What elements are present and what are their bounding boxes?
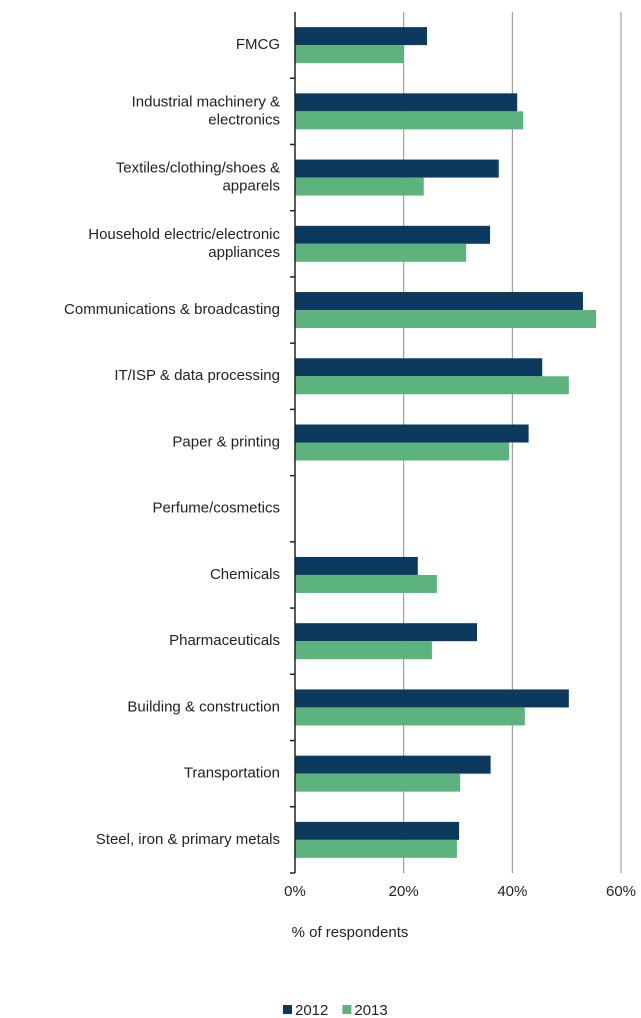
bar bbox=[295, 755, 491, 774]
bar bbox=[295, 93, 518, 112]
bar bbox=[295, 27, 428, 46]
bar bbox=[295, 839, 457, 858]
bar bbox=[295, 243, 467, 262]
bar bbox=[295, 159, 499, 178]
bar bbox=[295, 707, 525, 726]
label-line: apparels bbox=[222, 178, 280, 195]
legend-swatch bbox=[342, 1005, 352, 1014]
bar bbox=[295, 376, 569, 395]
bar bbox=[295, 556, 418, 575]
bar bbox=[295, 689, 569, 708]
legend-swatch bbox=[283, 1005, 292, 1014]
y-tick-label: Transportation bbox=[184, 765, 280, 782]
label-line: appliances bbox=[208, 244, 280, 261]
bar bbox=[295, 111, 524, 130]
y-tick-label: Pharmaceuticals bbox=[169, 632, 280, 649]
bar bbox=[295, 292, 583, 311]
y-tick-label: FMCG bbox=[236, 36, 280, 53]
bar bbox=[295, 358, 543, 377]
bar bbox=[295, 424, 529, 443]
bar bbox=[295, 225, 491, 244]
y-tick-label: Steel, iron & primary metals bbox=[96, 831, 280, 848]
x-tick-label: 0% bbox=[284, 883, 306, 900]
x-tick-label: 40% bbox=[497, 883, 527, 900]
label-line: Household electric/electronic bbox=[88, 226, 280, 243]
y-tick-label: Industrial machinery & electronics bbox=[132, 93, 280, 128]
x-tick-label: 20% bbox=[389, 883, 419, 900]
label-line: Textiles/clothing/shoes & bbox=[116, 160, 280, 177]
y-tick-label: Communications & broadcasting bbox=[64, 301, 280, 318]
label-line: Industrial machinery & bbox=[132, 93, 280, 110]
legend-label: 2012 bbox=[295, 1002, 328, 1018]
bar bbox=[295, 442, 510, 461]
bar bbox=[295, 641, 432, 660]
bar bbox=[295, 821, 460, 840]
y-tick-label: Building & construction bbox=[127, 698, 280, 715]
y-tick-label: Household electric/electronic appliances bbox=[88, 226, 280, 261]
bar bbox=[295, 574, 437, 593]
y-tick-label: Textiles/clothing/shoes & apparels bbox=[116, 160, 280, 195]
bar bbox=[295, 310, 597, 329]
y-tick-label: Perfume/cosmetics bbox=[152, 500, 280, 517]
x-tick-label: 60% bbox=[606, 883, 636, 900]
y-tick-label: Chemicals bbox=[210, 566, 280, 583]
bar bbox=[295, 623, 478, 642]
bar bbox=[295, 773, 461, 792]
y-tick-label: Paper & printing bbox=[172, 433, 280, 450]
x-axis-title: % of respondents bbox=[292, 924, 409, 941]
bar bbox=[295, 45, 404, 64]
bar bbox=[295, 177, 424, 196]
label-line: electronics bbox=[208, 111, 280, 128]
y-tick-label: IT/ISP & data processing bbox=[114, 367, 280, 384]
legend-label: 2013 bbox=[354, 1002, 387, 1018]
